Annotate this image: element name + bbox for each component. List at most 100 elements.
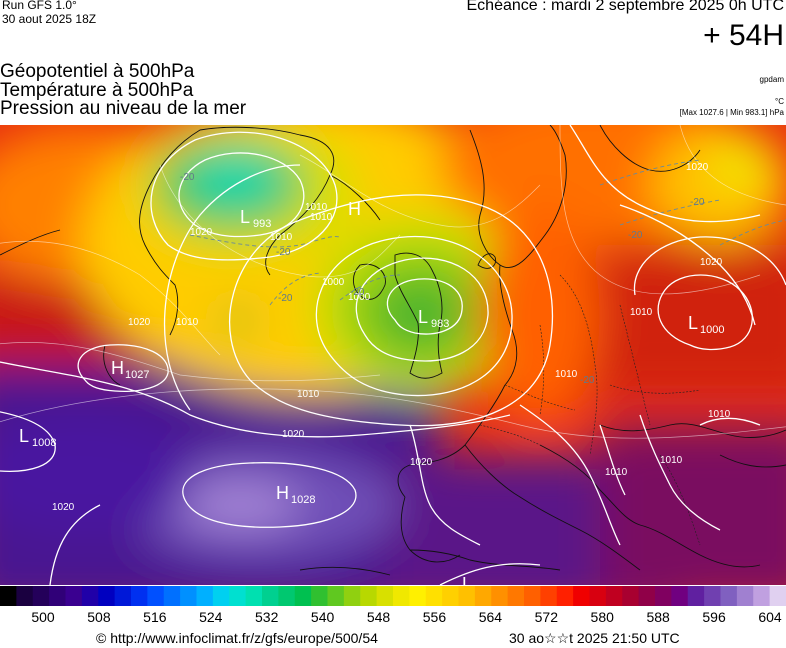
isobar-label: 1020 — [190, 227, 213, 238]
colorbar-swatch — [147, 586, 165, 606]
run-date: 30 aout 2025 18Z — [2, 12, 97, 26]
colorbar-swatch — [622, 586, 640, 606]
isobar-label: 1010 — [660, 455, 683, 466]
colorbar-swatch — [687, 586, 705, 606]
center-type: L — [19, 426, 29, 446]
high-center: H 1027 — [111, 358, 149, 381]
isobars — [0, 125, 786, 585]
map-titles: Géopotentiel à 500hPa Température à 500h… — [0, 61, 247, 119]
colorbar-swatch — [343, 586, 361, 606]
colorbar-tick-label: 500 — [31, 609, 55, 625]
colorbar-swatch — [114, 586, 132, 606]
colorbar-swatch — [655, 586, 672, 606]
isobar-label: 1020 — [128, 317, 151, 328]
center-value: 993 — [253, 218, 271, 230]
colorbar-tick-label: 572 — [534, 609, 558, 625]
colorbar-swatch — [736, 586, 754, 606]
pressure-range: [Max 1027.6 | Min 983.1] hPa — [679, 108, 784, 117]
colorbar-swatch — [360, 586, 378, 606]
colorbar-swatch — [131, 586, 148, 606]
colorbar-tick-label: 508 — [87, 609, 111, 625]
colorbar-ticks: 500 508 516 524 532 540 548 556 564 572 580 588 596 6… — [0, 609, 786, 627]
center-value: 983 — [431, 318, 449, 330]
center-type: H — [276, 483, 289, 503]
center-value: 1008 — [32, 437, 56, 449]
temp-label: -20 — [276, 247, 291, 258]
isobar-label: 1020 — [686, 162, 709, 173]
colorbar-swatch — [540, 586, 558, 606]
colorbar — [0, 586, 786, 606]
colorbar-swatch — [245, 586, 263, 606]
colorbar-tick-label: 516 — [143, 609, 167, 625]
colorbar-swatch — [311, 586, 328, 606]
isobar-label: 1010 — [297, 389, 320, 400]
colorbar-swatch — [524, 586, 541, 606]
geopotential-field — [0, 125, 786, 585]
geopotential-contours — [0, 125, 786, 439]
colorbar-swatch — [458, 586, 476, 606]
high-center: H 1028 — [276, 483, 315, 506]
colorbar-tick-label: 532 — [255, 609, 279, 625]
colorbar-swatch — [393, 586, 410, 606]
units-legend: gpdam °C [Max 1027.6 | Min 983.1] hPa — [680, 74, 784, 118]
temp-label: -20 — [580, 375, 595, 386]
colorbar-swatch — [442, 586, 459, 606]
colorbar-swatch — [556, 586, 574, 606]
isobar-label: 1000 — [322, 277, 345, 288]
isobar-label: 1020 — [700, 257, 723, 268]
colorbar-tick-label: 596 — [702, 609, 726, 625]
colorbar-swatch — [425, 586, 443, 606]
colorbar-svg — [0, 586, 786, 606]
center-value: 1027 — [125, 369, 149, 381]
coastlines — [0, 125, 786, 576]
center-type: L — [688, 313, 698, 333]
colorbar-swatch — [769, 586, 786, 606]
isobar-labels: 1010 1010 1000 1020 1010 1020 1020 1010 … — [52, 162, 731, 513]
colorbar-swatch — [753, 586, 771, 606]
isobar-label: 1010 — [270, 232, 293, 243]
colorbar-swatch — [49, 586, 66, 606]
title-temperature: Température à 500hPa — [0, 79, 194, 101]
colorbar-swatch — [196, 586, 214, 606]
low-center: L 983 — [418, 307, 449, 330]
isobar-label: 1000 — [348, 292, 371, 303]
center-value: 1000 — [700, 324, 724, 336]
temp-label: -20 — [278, 293, 293, 304]
colorbar-swatch — [0, 586, 17, 606]
colorbar-swatch — [638, 586, 656, 606]
isobar-label: 1020 — [282, 429, 305, 440]
center-type: H — [348, 199, 361, 219]
colorbar-tick-label: 580 — [590, 609, 614, 625]
center-type: L — [240, 207, 250, 227]
weather-map-svg: 1010 1010 1000 1020 1010 1020 1020 1010 … — [0, 125, 786, 585]
colorbar-tick-label: 540 — [310, 609, 335, 625]
temp-label: -20 — [180, 172, 195, 183]
colorbar-swatch — [605, 586, 623, 606]
colorbar-swatch — [98, 586, 116, 606]
title-geopotential: Géopotentiel à 500hPa — [0, 61, 195, 82]
forecast-valid-time: Echéance : mardi 2 septembre 2025 0h UTC — [466, 0, 785, 14]
colorbar-swatch — [491, 586, 509, 606]
colorbar-swatch — [589, 586, 607, 606]
colorbar-swatch — [409, 586, 427, 606]
source-url: © http://www.infoclimat.fr/z/gfs/europe/… — [96, 630, 378, 646]
colorbar-swatch — [720, 586, 738, 606]
colorbar-swatch — [294, 586, 312, 606]
colorbar-swatch — [474, 586, 492, 606]
colorbar-swatch — [262, 586, 279, 606]
center-type: L — [462, 574, 472, 585]
colorbar-tick-label: 524 — [199, 609, 223, 625]
colorbar-tick-label: 556 — [422, 609, 447, 625]
pressure-centers: L 993 H L 983 H 1027 L 1008 — [19, 199, 724, 585]
isobar-label: 1010 — [630, 307, 653, 318]
weather-map: 1010 1010 1000 1020 1010 1020 1020 1010 … — [0, 125, 786, 585]
isotherms — [189, 159, 786, 306]
low-center: L — [462, 574, 472, 585]
colorbar-swatch — [376, 586, 394, 606]
center-type: L — [418, 307, 428, 327]
title-pressure: Pression au niveau de la mer — [0, 98, 247, 119]
low-center: L 1008 — [19, 426, 56, 449]
colorbar-swatch — [704, 586, 721, 606]
colorbar-swatch — [180, 586, 197, 606]
borders — [479, 274, 701, 546]
